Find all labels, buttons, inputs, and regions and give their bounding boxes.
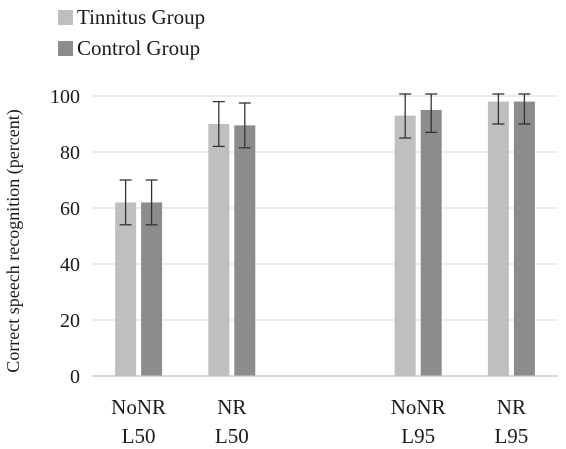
bar	[394, 115, 416, 376]
bar	[513, 101, 535, 376]
legend: Tinnitus Group Control Group	[58, 2, 205, 64]
x-tick-label: L95	[401, 424, 435, 448]
legend-label-tinnitus: Tinnitus Group	[77, 5, 206, 29]
x-tick-label: NR	[497, 395, 526, 419]
y-tick-label: 0	[70, 366, 80, 388]
y-tick-label: 60	[60, 198, 80, 220]
y-tick-label: 20	[60, 310, 80, 332]
bar	[234, 125, 256, 377]
x-tick-label: L95	[494, 424, 528, 448]
legend-item-control: Control Group	[58, 33, 205, 64]
y-tick-label: 100	[50, 86, 80, 108]
y-tick-label: 40	[60, 254, 80, 276]
legend-swatch-control	[58, 41, 73, 56]
x-tick-label: L50	[122, 424, 156, 448]
legend-label-control: Control Group	[77, 36, 201, 60]
legend-item-tinnitus: Tinnitus Group	[58, 2, 205, 33]
x-tick-label: L50	[215, 424, 249, 448]
y-tick-label: 80	[60, 142, 80, 164]
x-tick-label: NR	[217, 395, 246, 419]
legend-swatch-tinnitus	[58, 10, 73, 25]
bar	[115, 202, 137, 376]
bar	[487, 101, 509, 376]
x-tick-label: NoNR	[391, 395, 446, 419]
bar	[208, 124, 230, 376]
bar	[141, 202, 163, 376]
y-axis-title: Correct speech recognition (percent)	[3, 109, 24, 372]
bar	[420, 110, 442, 376]
x-tick-label: NoNR	[111, 395, 166, 419]
